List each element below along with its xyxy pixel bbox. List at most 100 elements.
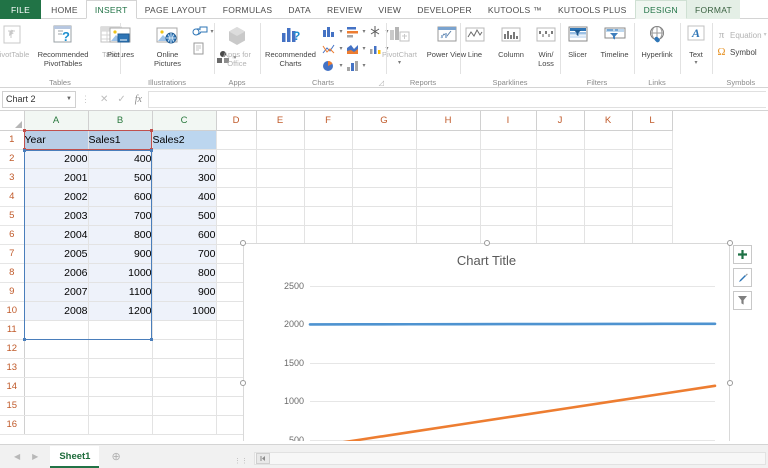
row-header-1[interactable]: 1 bbox=[0, 130, 25, 150]
smartart-button[interactable]: ▾ bbox=[215, 50, 237, 65]
bar-chart-caret-icon[interactable]: ▾ bbox=[362, 28, 366, 35]
cell-J3[interactable] bbox=[536, 168, 585, 188]
cell-G3[interactable] bbox=[352, 168, 417, 188]
screenshot-button[interactable] bbox=[191, 41, 213, 56]
confirm-entry-icon[interactable]: ✓ bbox=[117, 93, 126, 105]
cell-I3[interactable] bbox=[480, 168, 537, 188]
cell-B5[interactable]: 700 bbox=[88, 206, 153, 226]
column-header-k[interactable]: K bbox=[584, 111, 633, 131]
column-header-g[interactable]: G bbox=[352, 111, 417, 131]
recommended-charts-button[interactable]: ? Recommended Charts bbox=[263, 21, 317, 68]
cell-B11[interactable] bbox=[88, 320, 153, 340]
row-header-6[interactable]: 6 bbox=[0, 225, 25, 245]
cell-H5[interactable] bbox=[416, 206, 481, 226]
online-pictures-button[interactable]: Online Pictures bbox=[144, 21, 190, 68]
row-header-14[interactable]: 14 bbox=[0, 377, 25, 397]
horizontal-scrollbar[interactable] bbox=[254, 452, 766, 465]
cell-A9[interactable]: 2007 bbox=[24, 282, 89, 302]
cell-A14[interactable] bbox=[24, 377, 89, 397]
cell-A13[interactable] bbox=[24, 358, 89, 378]
ribbon-tab-data[interactable]: DATA bbox=[288, 4, 311, 15]
cell-A6[interactable]: 2004 bbox=[24, 225, 89, 245]
cell-J5[interactable] bbox=[536, 206, 585, 226]
text-box-button[interactable]: A Text ▾ bbox=[682, 21, 710, 66]
cell-C7[interactable]: 700 bbox=[152, 244, 217, 264]
chart-series-line-year[interactable] bbox=[308, 322, 717, 326]
cell-B13[interactable] bbox=[88, 358, 153, 378]
ribbon-tab-formulas[interactable]: FORMULAS bbox=[222, 4, 273, 15]
cell-A12[interactable] bbox=[24, 339, 89, 359]
row-header-4[interactable]: 4 bbox=[0, 187, 25, 207]
bar-chart-button[interactable]: ▾ bbox=[344, 24, 366, 39]
column-header-c[interactable]: C bbox=[152, 111, 217, 131]
text-box-caret-icon[interactable]: ▾ bbox=[694, 59, 698, 66]
cell-G2[interactable] bbox=[352, 149, 417, 169]
cell-A8[interactable]: 2006 bbox=[24, 263, 89, 283]
column-header-h[interactable]: H bbox=[416, 111, 481, 131]
cell-C10[interactable]: 1000 bbox=[152, 301, 217, 321]
cell-B2[interactable]: 400 bbox=[88, 149, 153, 169]
power-view-button[interactable]: Power View bbox=[424, 21, 470, 60]
cell-B14[interactable] bbox=[88, 377, 153, 397]
cell-E5[interactable] bbox=[256, 206, 305, 226]
sparkline-column-button[interactable]: Column bbox=[492, 21, 530, 60]
chart-resize-handle-w[interactable] bbox=[240, 380, 246, 386]
row-header-7[interactable]: 7 bbox=[0, 244, 25, 264]
cell-J4[interactable] bbox=[536, 187, 585, 207]
cell-C11[interactable] bbox=[152, 320, 217, 340]
select-all-corner[interactable] bbox=[0, 111, 25, 131]
row-header-10[interactable]: 10 bbox=[0, 301, 25, 321]
column-header-j[interactable]: J bbox=[536, 111, 585, 131]
row-header-13[interactable]: 13 bbox=[0, 358, 25, 378]
pivotchart-caret-icon[interactable]: ▾ bbox=[397, 59, 401, 66]
cell-A11[interactable] bbox=[24, 320, 89, 340]
cell-B1[interactable]: Sales1 bbox=[88, 130, 153, 150]
cell-D5[interactable] bbox=[216, 206, 257, 226]
scatter-chart-caret-icon[interactable]: ▾ bbox=[339, 45, 343, 52]
cell-A16[interactable] bbox=[24, 415, 89, 435]
cell-G4[interactable] bbox=[352, 187, 417, 207]
cell-J6[interactable] bbox=[536, 225, 585, 245]
cell-K1[interactable] bbox=[584, 130, 633, 150]
cell-H3[interactable] bbox=[416, 168, 481, 188]
apps-for-office-button[interactable]: Apps for Office bbox=[214, 21, 260, 68]
cell-C9[interactable]: 900 bbox=[152, 282, 217, 302]
cell-A15[interactable] bbox=[24, 396, 89, 416]
cell-B16[interactable] bbox=[88, 415, 153, 435]
cell-C13[interactable] bbox=[152, 358, 217, 378]
chart-plot-area[interactable]: 05001000150020002500123456789 bbox=[284, 281, 717, 441]
hyperlink-button[interactable]: Hyperlink bbox=[634, 21, 680, 60]
pivotchart-button[interactable]: PivotChart ▾ bbox=[377, 21, 423, 66]
cell-C14[interactable] bbox=[152, 377, 217, 397]
cell-D4[interactable] bbox=[216, 187, 257, 207]
cell-H1[interactable] bbox=[416, 130, 481, 150]
charts-dialog-launcher-icon[interactable]: ◿ bbox=[378, 80, 384, 87]
cell-D3[interactable] bbox=[216, 168, 257, 188]
cell-I5[interactable] bbox=[480, 206, 537, 226]
ribbon-tab-review[interactable]: REVIEW bbox=[326, 4, 363, 15]
cell-C2[interactable]: 200 bbox=[152, 149, 217, 169]
chart-elements-button[interactable] bbox=[733, 245, 752, 264]
combo-chart-caret-icon[interactable]: ▾ bbox=[385, 45, 389, 52]
name-box[interactable]: Chart 2 ▼ bbox=[2, 90, 76, 108]
column-header-b[interactable]: B bbox=[88, 111, 153, 131]
row-header-5[interactable]: 5 bbox=[0, 206, 25, 226]
row-header-3[interactable]: 3 bbox=[0, 168, 25, 188]
cell-E2[interactable] bbox=[256, 149, 305, 169]
cell-C16[interactable] bbox=[152, 415, 217, 435]
pie-chart-caret-icon[interactable]: ▾ bbox=[339, 62, 343, 69]
cell-D2[interactable] bbox=[216, 149, 257, 169]
pictures-button[interactable]: Pictures bbox=[97, 21, 143, 60]
ribbon-tab-kutools-plus[interactable]: KUTOOLS PLUS bbox=[557, 4, 627, 15]
cell-B8[interactable]: 1000 bbox=[88, 263, 153, 283]
cell-A10[interactable]: 2008 bbox=[24, 301, 89, 321]
cell-I2[interactable] bbox=[480, 149, 537, 169]
row-header-16[interactable]: 16 bbox=[0, 415, 25, 435]
cell-K5[interactable] bbox=[584, 206, 633, 226]
column-chart-caret-icon[interactable]: ▾ bbox=[339, 28, 343, 35]
cell-F2[interactable] bbox=[304, 149, 353, 169]
cell-B9[interactable]: 1100 bbox=[88, 282, 153, 302]
ribbon-tab-design[interactable]: DESIGN bbox=[634, 0, 687, 19]
cell-C15[interactable] bbox=[152, 396, 217, 416]
cell-A2[interactable]: 2000 bbox=[24, 149, 89, 169]
